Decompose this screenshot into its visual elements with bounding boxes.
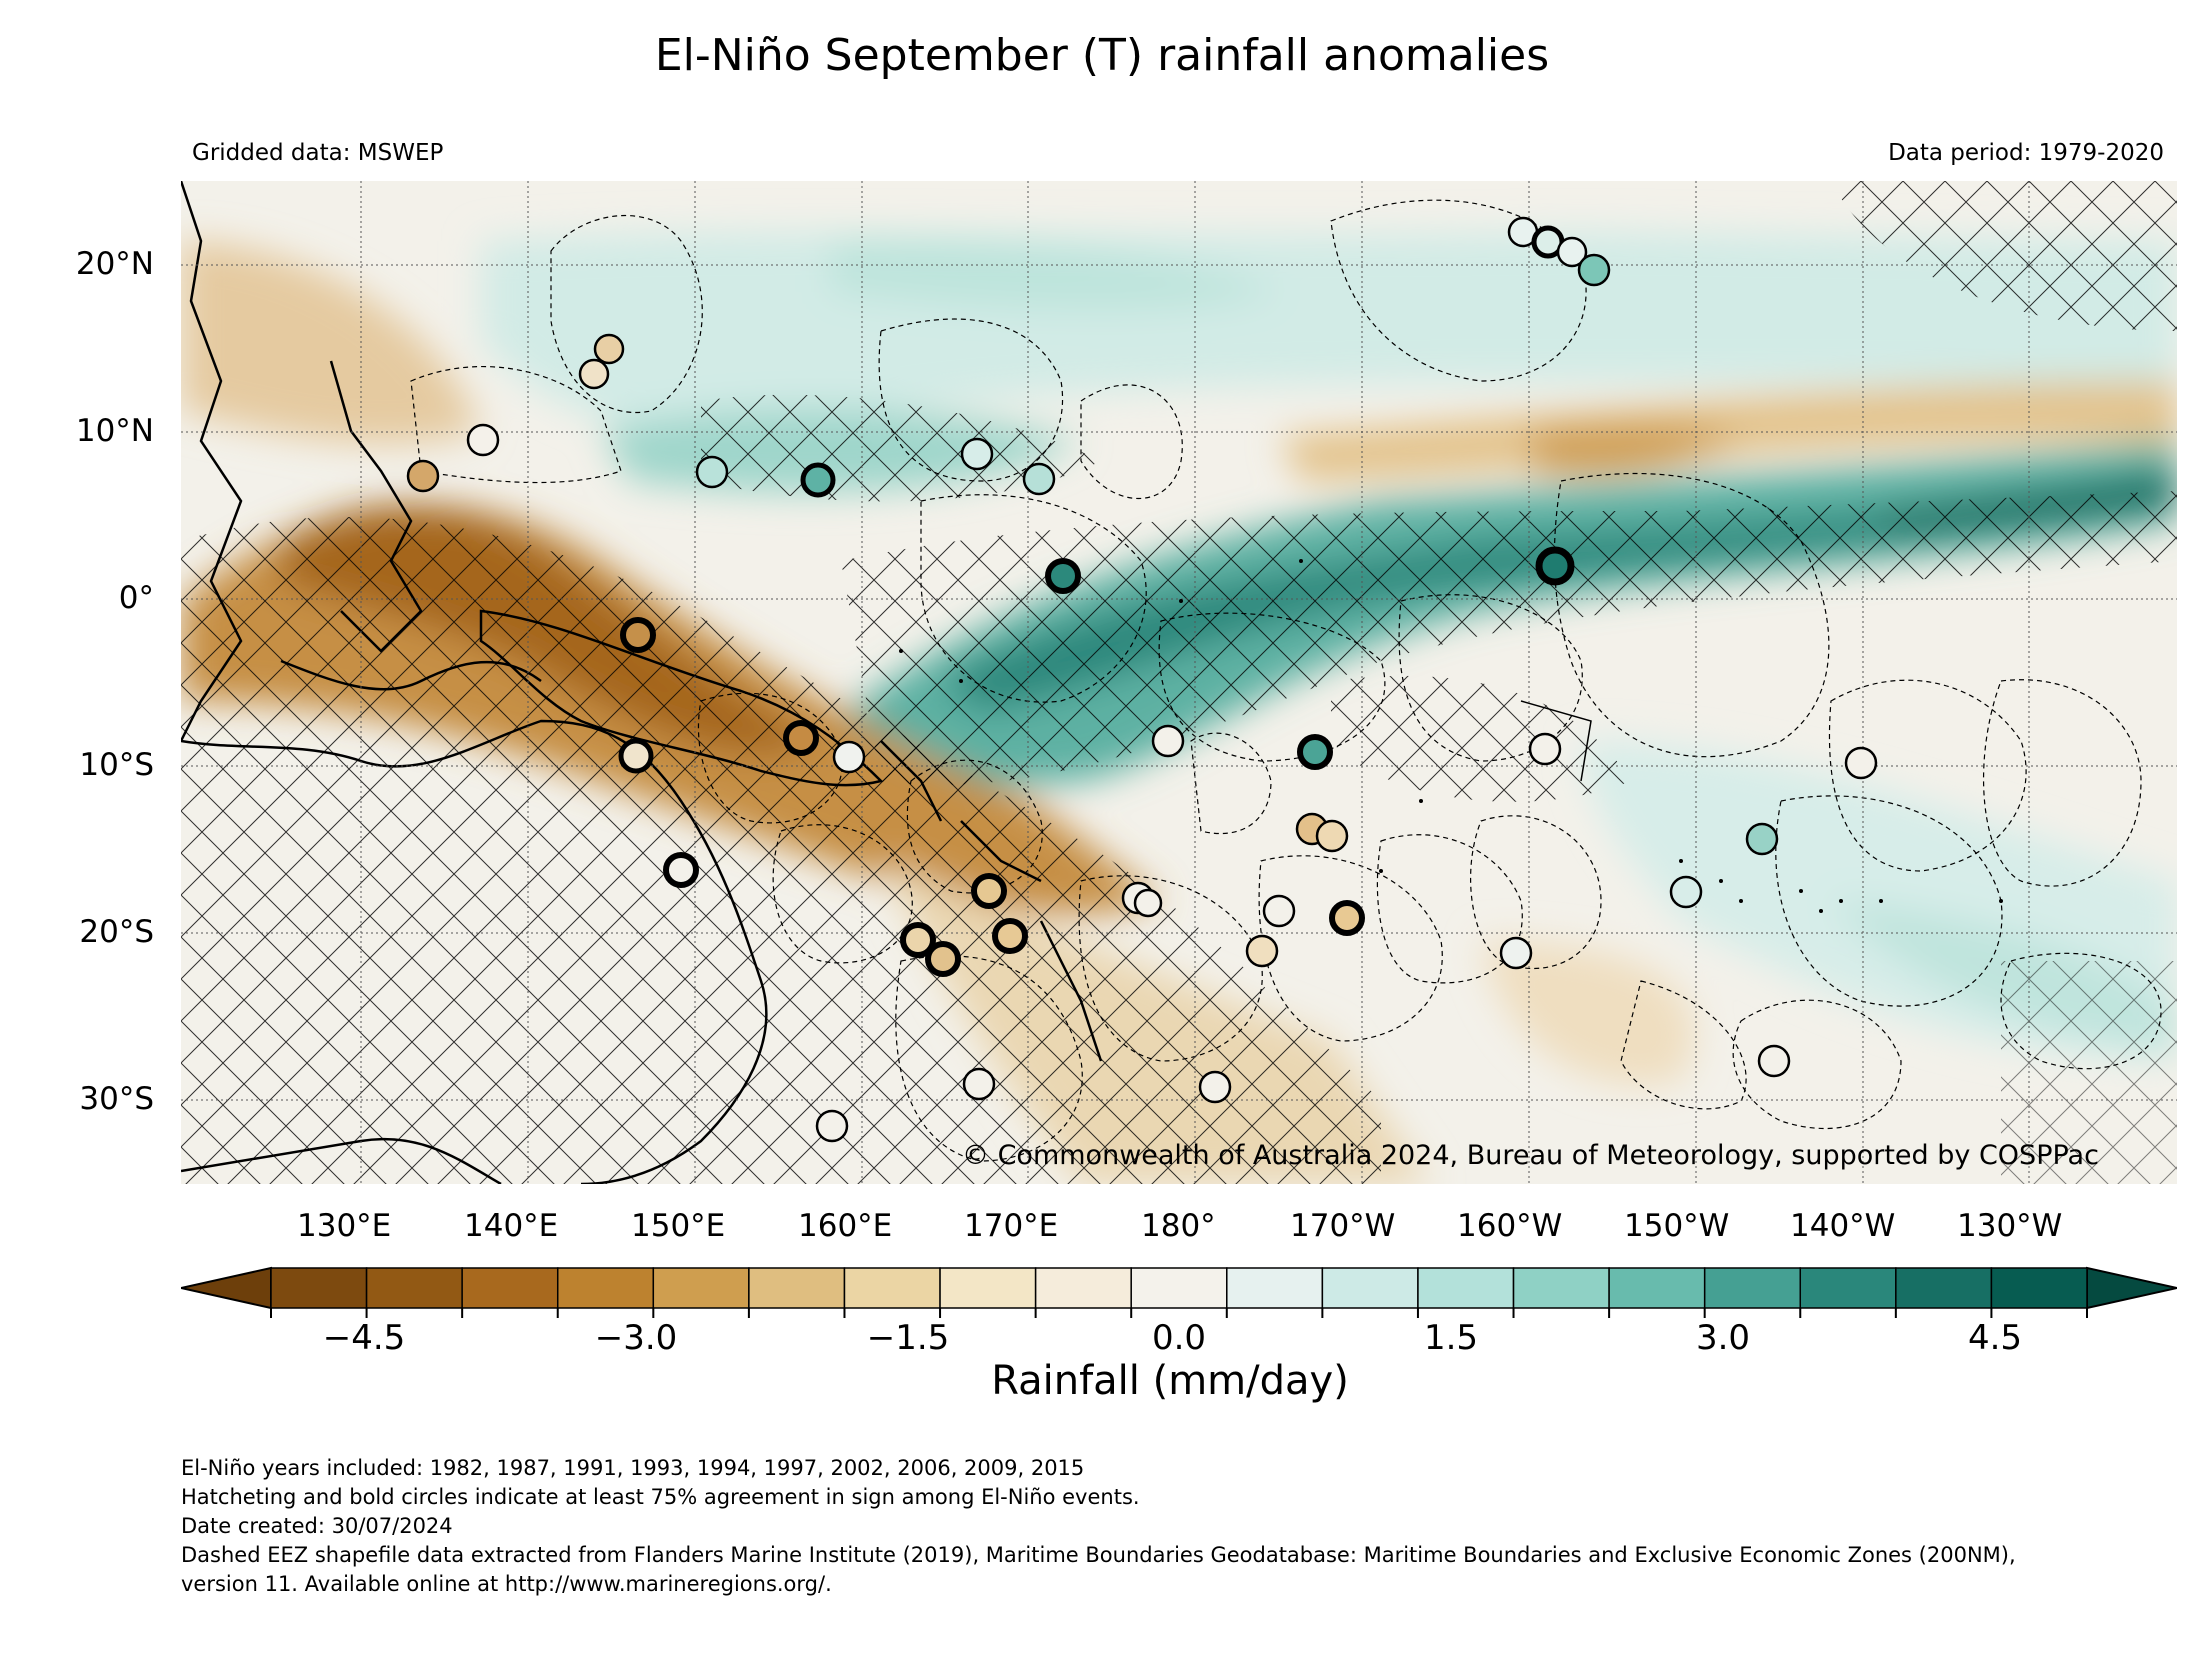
colorbar-box [1895,1267,1993,1309]
footnote-hatching: Hatcheting and bold circles indicate at … [181,1485,1140,1509]
lat-label-30s: 30°S [79,1081,154,1117]
map-title: El-Niño September (T) rainfall anomalies [654,30,1550,81]
lon-label-130w: 130°W [1957,1208,2063,1244]
footnote-years: El-Niño years included: 1982, 1987, 1991… [181,1456,1085,1480]
lon-label-140e: 140°E [464,1208,559,1244]
footnote-eez-source: Dashed EEZ shapefile data extracted from… [181,1543,2016,1567]
lat-label-10n: 10°N [75,413,154,449]
rainfall-anomaly-map [181,181,2177,1184]
colorbar-over-triangle [2086,1266,2177,1310]
colorbar-box [1130,1267,1228,1309]
lon-label-130e: 130°E [297,1208,392,1244]
colorbar-under-triangle [181,1266,272,1310]
copyright-credit: © Commonwealth of Australia 2024, Bureau… [962,1140,2099,1171]
colorbar [181,1266,2177,1318]
station-circles [406,216,1878,1143]
colorbar-box [1417,1267,1515,1309]
colorbar-tick-label: −3.0 [594,1318,678,1358]
lat-label-0: 0° [118,580,154,616]
agreement-hatching [181,181,2177,1184]
colorbar-box [1321,1267,1419,1309]
colorbar-box [270,1267,368,1309]
lon-label-140w: 140°W [1790,1208,1896,1244]
island-dots [899,559,2003,913]
colorbar-tick-label: 1.5 [1423,1318,1479,1358]
colorbar-boxes [181,1266,2177,1318]
colorbar-box [365,1267,463,1309]
colorbar-label: Rainfall (mm/day) [991,1358,1349,1404]
colorbar-box [1512,1267,1610,1309]
eez-boundaries [410,199,2162,1162]
colorbar-box [939,1267,1037,1309]
lon-label-170e: 170°E [964,1208,1059,1244]
boundary-line [1520,700,1592,782]
lat-label-20n: 20°N [75,246,154,282]
colorbar-box [1608,1267,1706,1309]
colorbar-tick-label: 4.5 [1967,1318,2023,1358]
lat-label-10s: 10°S [79,747,154,783]
colorbar-tick-label: −4.5 [322,1318,406,1358]
lat-label-20s: 20°S [79,914,154,950]
data-period-label: Data period: 1979-2020 [1888,140,2164,166]
colorbar-box [556,1267,655,1309]
graticule [181,181,2177,1184]
lon-label-160e: 160°E [798,1208,893,1244]
lon-label-160w: 160°W [1457,1208,1563,1244]
lon-label-180: 180° [1141,1208,1216,1244]
colorbar-box [1703,1267,1802,1309]
colorbar-tick-label: −1.5 [866,1318,950,1358]
colorbar-box [1034,1267,1132,1309]
lon-label-170w: 170°W [1290,1208,1396,1244]
lon-label-150e: 150°E [631,1208,726,1244]
colorbar-box [843,1267,941,1309]
colorbar-tick-label: 3.0 [1695,1318,1751,1358]
colorbar-box [652,1267,750,1309]
colorbar-box [1226,1267,1324,1309]
lon-label-150w: 150°W [1624,1208,1730,1244]
footnote-eez-url: version 11. Available online at http://w… [181,1572,832,1596]
colorbar-box [461,1267,559,1309]
footnote-date: Date created: 30/07/2024 [181,1514,453,1538]
gridded-data-label: Gridded data: MSWEP [192,140,444,166]
colorbar-box [1990,1267,2088,1309]
colorbar-tick-label: 0.0 [1151,1318,1207,1358]
colorbar-box [748,1267,846,1309]
colorbar-box [1799,1267,1897,1309]
